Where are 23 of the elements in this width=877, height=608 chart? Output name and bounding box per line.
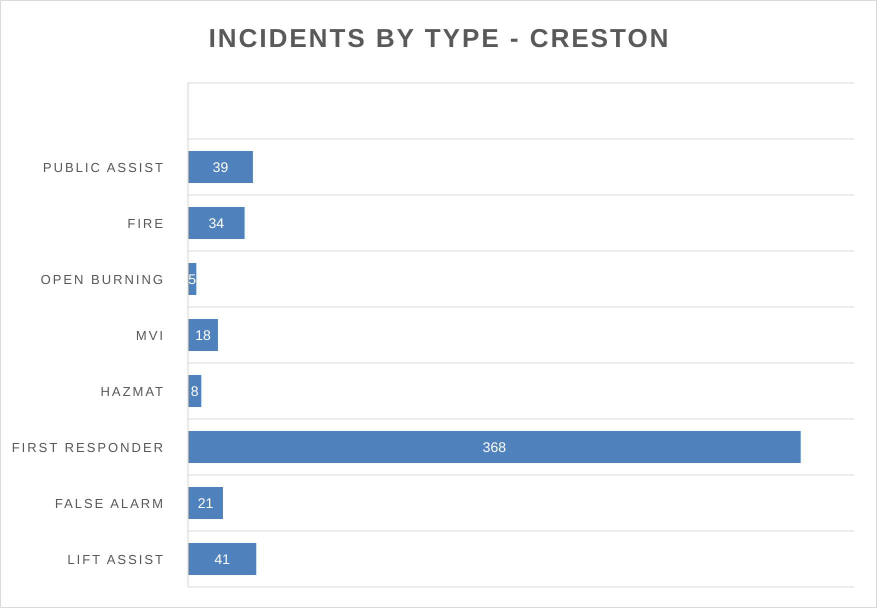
y-tick-label: OPEN BURNING [40,272,165,287]
data-label: 368 [482,438,506,455]
y-tick-label: MVI [136,328,165,343]
data-label: 5 [188,270,196,287]
data-label: 41 [214,550,230,567]
bar [188,207,245,239]
chart-title: INCIDENTS BY TYPE - CRESTON [208,23,672,54]
y-tick-label: FIRE [127,216,165,231]
data-label: 39 [212,158,228,175]
y-tick-label: HAZMAT [100,384,165,399]
data-label: 8 [190,382,199,399]
y-tick-label: FALSE ALARM [54,496,165,511]
y-tick-label: LIFT ASSIST [67,552,165,567]
y-tick-label: FIRST RESPONDER [12,440,165,455]
bar [188,319,218,351]
bar [188,487,223,519]
data-label: 21 [198,494,214,511]
bar [188,543,256,575]
bar [188,431,801,463]
y-tick-label: PUBLIC ASSIST [42,160,165,175]
data-label: 18 [195,326,211,343]
bar [188,151,253,183]
data-label: 34 [208,214,224,231]
